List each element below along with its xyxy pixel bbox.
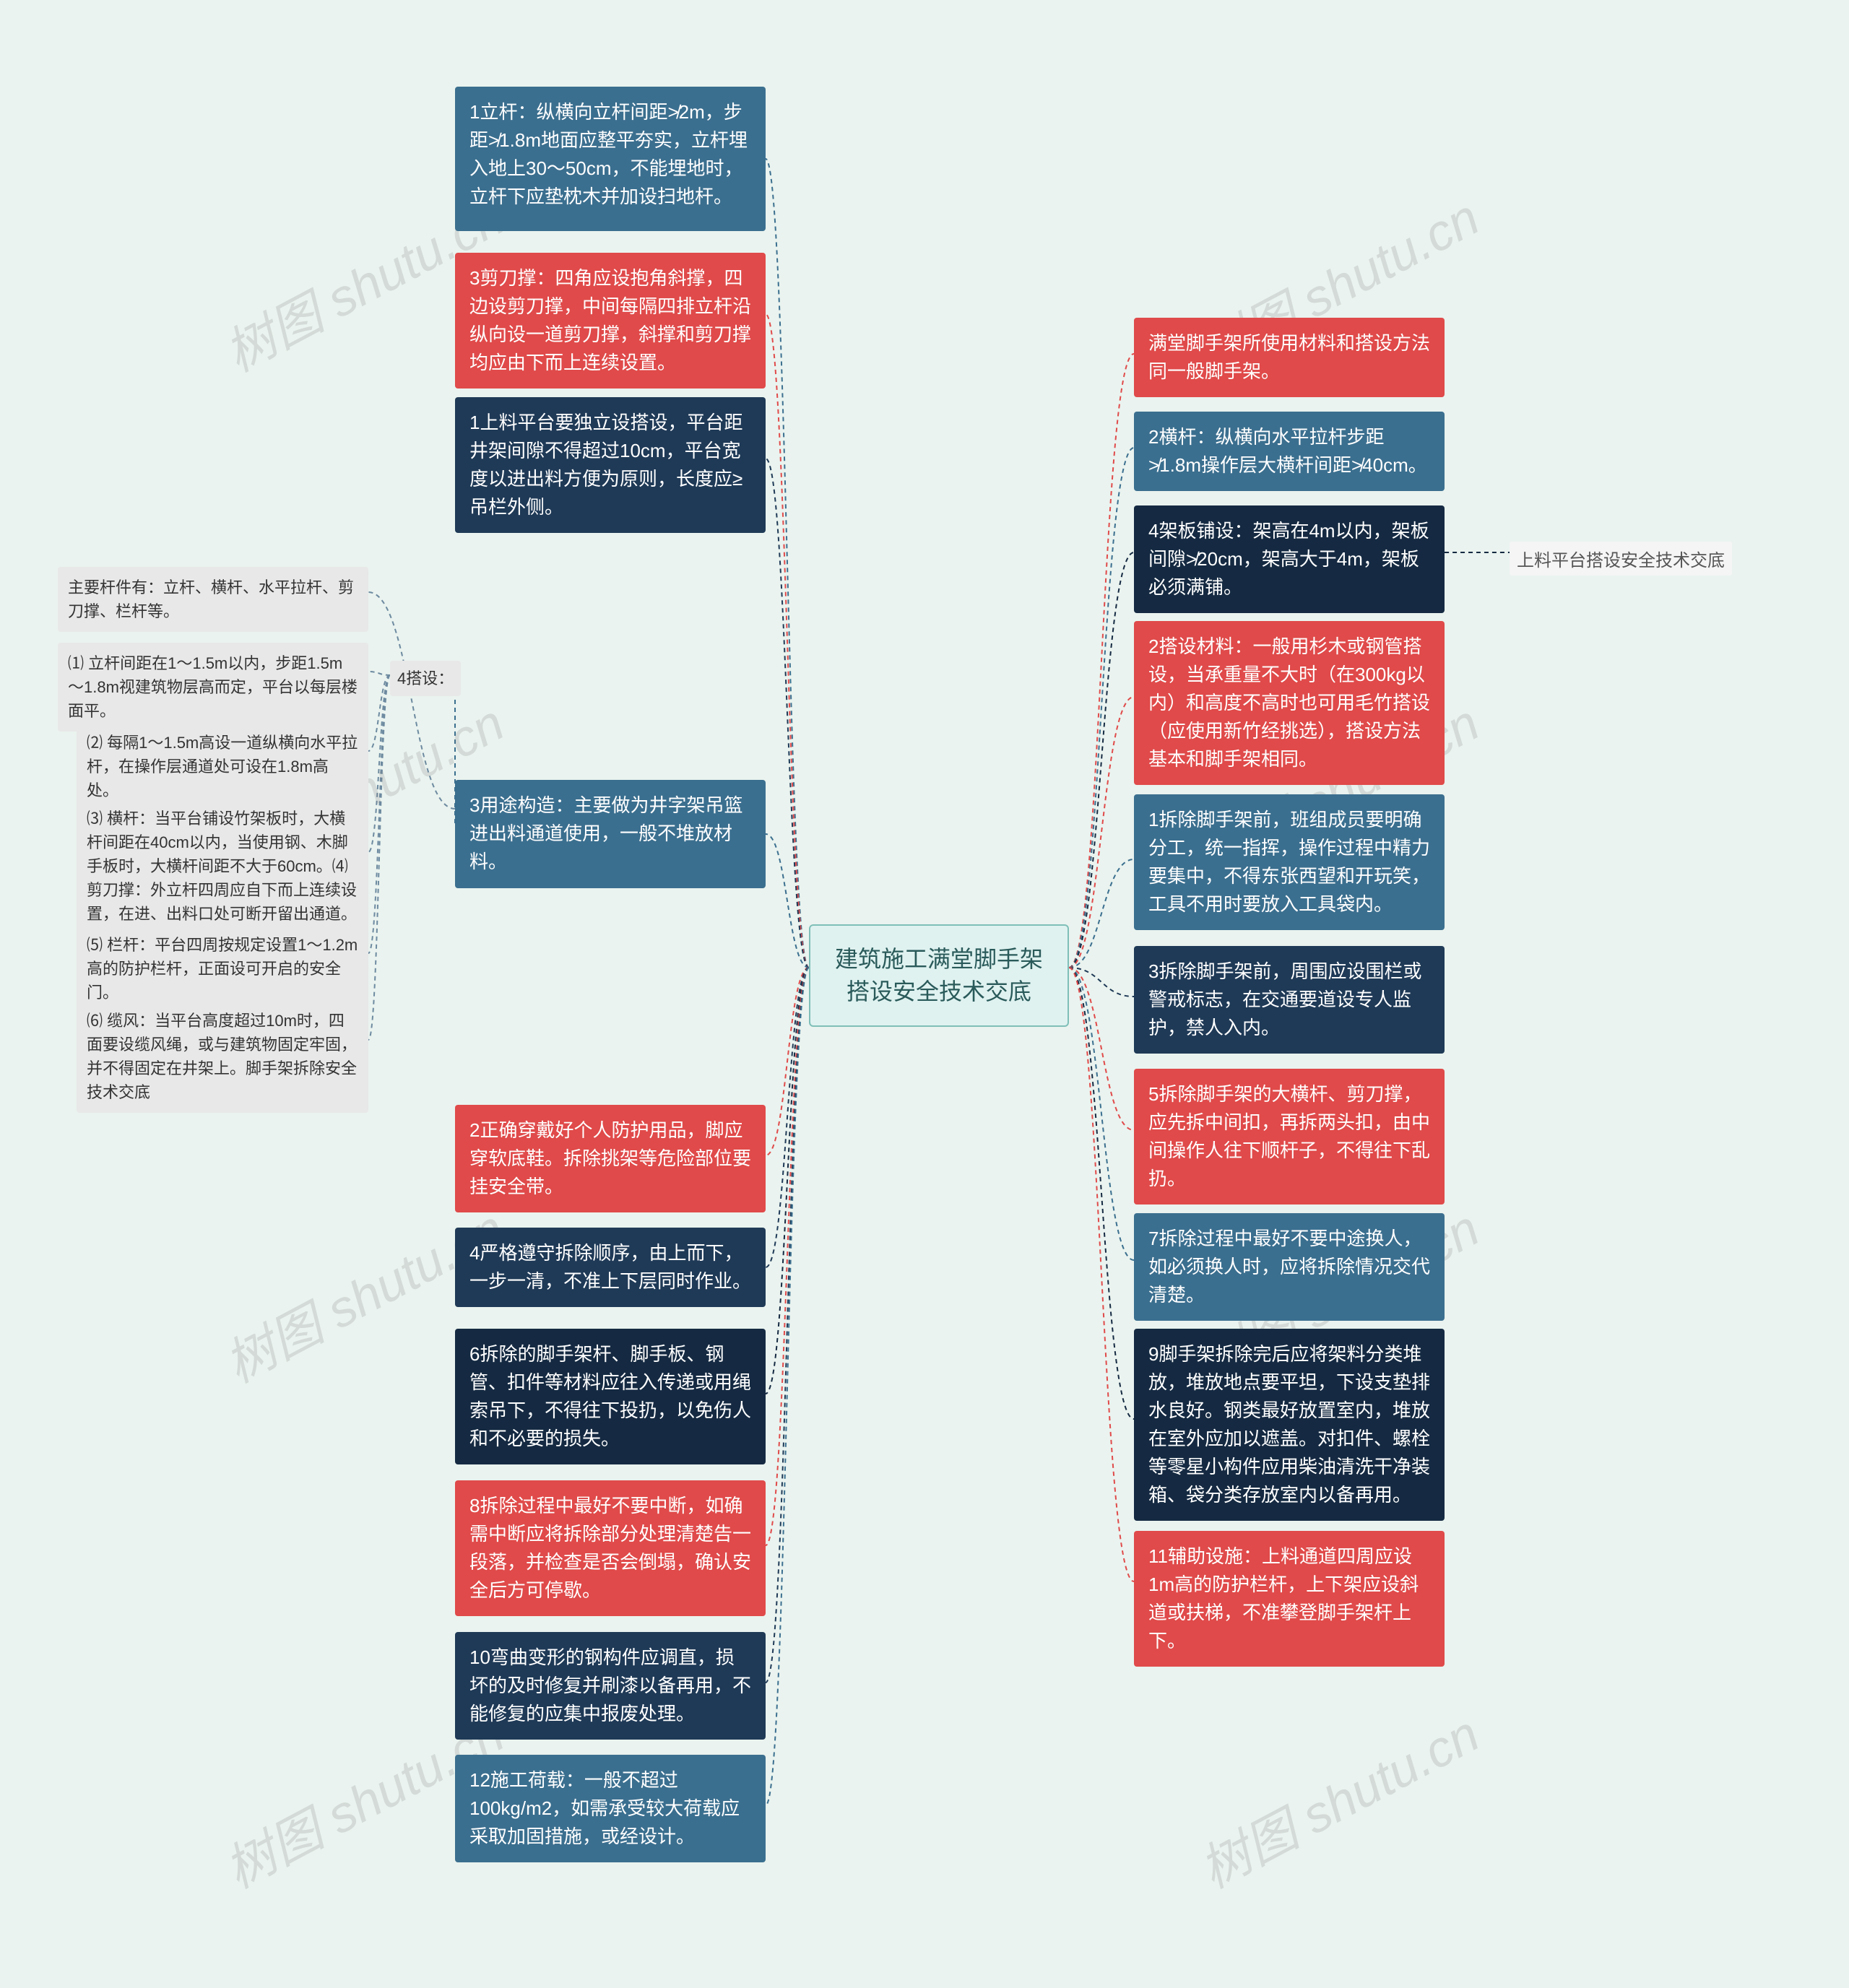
node-right-1[interactable]: 2横杆：纵横向水平拉杆步距≯1.8m操作层大横杆间距≯40cm。 xyxy=(1134,412,1445,491)
node-gray-5[interactable]: ⑹ 缆风：当平台高度超过10m时，四面要设缆风绳，或与建筑物固定牢固，并不得固定… xyxy=(77,1000,368,1113)
node-left-1[interactable]: 3剪刀撑：四角应设抱角斜撑，四边设剪刀撑，中间每隔四排立杆沿纵向设一道剪刀撑，斜… xyxy=(455,253,766,389)
node-left-4[interactable]: 2正确穿戴好个人防护用品，脚应穿软底鞋。拆除挑架等危险部位要挂安全带。 xyxy=(455,1105,766,1212)
node-gray-3[interactable]: ⑶ 横杆：当平台铺设竹架板时，大横杆间距在40cm以内，当使用钢、木脚手板时，大… xyxy=(77,798,368,934)
node-left-2[interactable]: 1上料平台要独立设搭设，平台距井架间隙不得超过10cm，平台宽度以进出料方便为原… xyxy=(455,397,766,533)
node-right-7[interactable]: 7拆除过程中最好不要中途换人，如必须换人时，应将拆除情况交代清楚。 xyxy=(1134,1213,1445,1321)
node-left-0[interactable]: 1立杆：纵横向立杆间距≯2m，步距≯1.8m地面应整平夯实，立杆埋入地上30～5… xyxy=(455,87,766,231)
center-node[interactable]: 建筑施工满堂脚手架搭设安全技术交底 xyxy=(809,924,1069,1027)
node-right-6[interactable]: 5拆除脚手架的大横杆、剪刀撑，应先拆中间扣，再拆两头扣，由中间操作人往下顺杆子，… xyxy=(1134,1069,1445,1204)
watermark: 树图 shutu.cn xyxy=(1185,1694,1490,1902)
node-right-9[interactable]: 11辅助设施：上料通道四周应设1m高的防护栏杆，上下架应设斜道或扶梯，不准攀登脚… xyxy=(1134,1531,1445,1667)
mindmap-canvas: 树图 shutu.cn树图 shutu.cn树图 shutu.cn树图 shut… xyxy=(29,29,1820,1959)
node-left-3[interactable]: 3用途构造：主要做为井字架吊篮进出料通道使用，一般不堆放材料。 xyxy=(455,780,766,888)
node-left-6[interactable]: 6拆除的脚手架杆、脚手板、钢管、扣件等材料应往入传递或用绳索吊下，不得往下投扔，… xyxy=(455,1329,766,1464)
node-gray-label: 4搭设： xyxy=(390,661,461,696)
side-label: 上料平台搭设安全技术交底 xyxy=(1510,542,1732,576)
node-right-2[interactable]: 4架板铺设：架高在4m以内，架板间隙≯20cm，架高大于4m，架板必须满铺。 xyxy=(1134,505,1445,613)
node-right-4[interactable]: 1拆除脚手架前，班组成员要明确分工，统一指挥，操作过程中精力要集中，不得东张西望… xyxy=(1134,794,1445,930)
node-left-7[interactable]: 8拆除过程中最好不要中断，如确需中断应将拆除部分处理清楚告一段落，并检查是否会倒… xyxy=(455,1480,766,1616)
node-right-3[interactable]: 2搭设材料：一般用杉木或钢管搭设，当承重量不大时（在300kg以内）和高度不高时… xyxy=(1134,621,1445,785)
node-right-5[interactable]: 3拆除脚手架前，周围应设围栏或警戒标志，在交通要道设专人监护，禁人入内。 xyxy=(1134,946,1445,1054)
node-left-9[interactable]: 12施工荷载：一般不超过100kg/m2，如需承受较大荷载应采取加固措施，或经设… xyxy=(455,1755,766,1862)
node-right-0[interactable]: 满堂脚手架所使用材料和搭设方法同一般脚手架。 xyxy=(1134,318,1445,397)
node-gray-0[interactable]: 主要杆件有：立杆、横杆、水平拉杆、剪刀撑、栏杆等。 xyxy=(58,567,368,632)
node-left-8[interactable]: 10弯曲变形的钢构件应调直，损坏的及时修复并刷漆以备再用，不能修复的应集中报废处… xyxy=(455,1632,766,1740)
node-right-8[interactable]: 9脚手架拆除完后应将架料分类堆放，堆放地点要平坦，下设支垫排水良好。钢类最好放置… xyxy=(1134,1329,1445,1521)
node-left-5[interactable]: 4严格遵守拆除顺序，由上而下，一步一清，不准上下层同时作业。 xyxy=(455,1228,766,1307)
node-gray-1[interactable]: ⑴ 立杆间距在1～1.5m以内，步距1.5m～1.8m视建筑物层高而定，平台以每… xyxy=(58,643,368,732)
